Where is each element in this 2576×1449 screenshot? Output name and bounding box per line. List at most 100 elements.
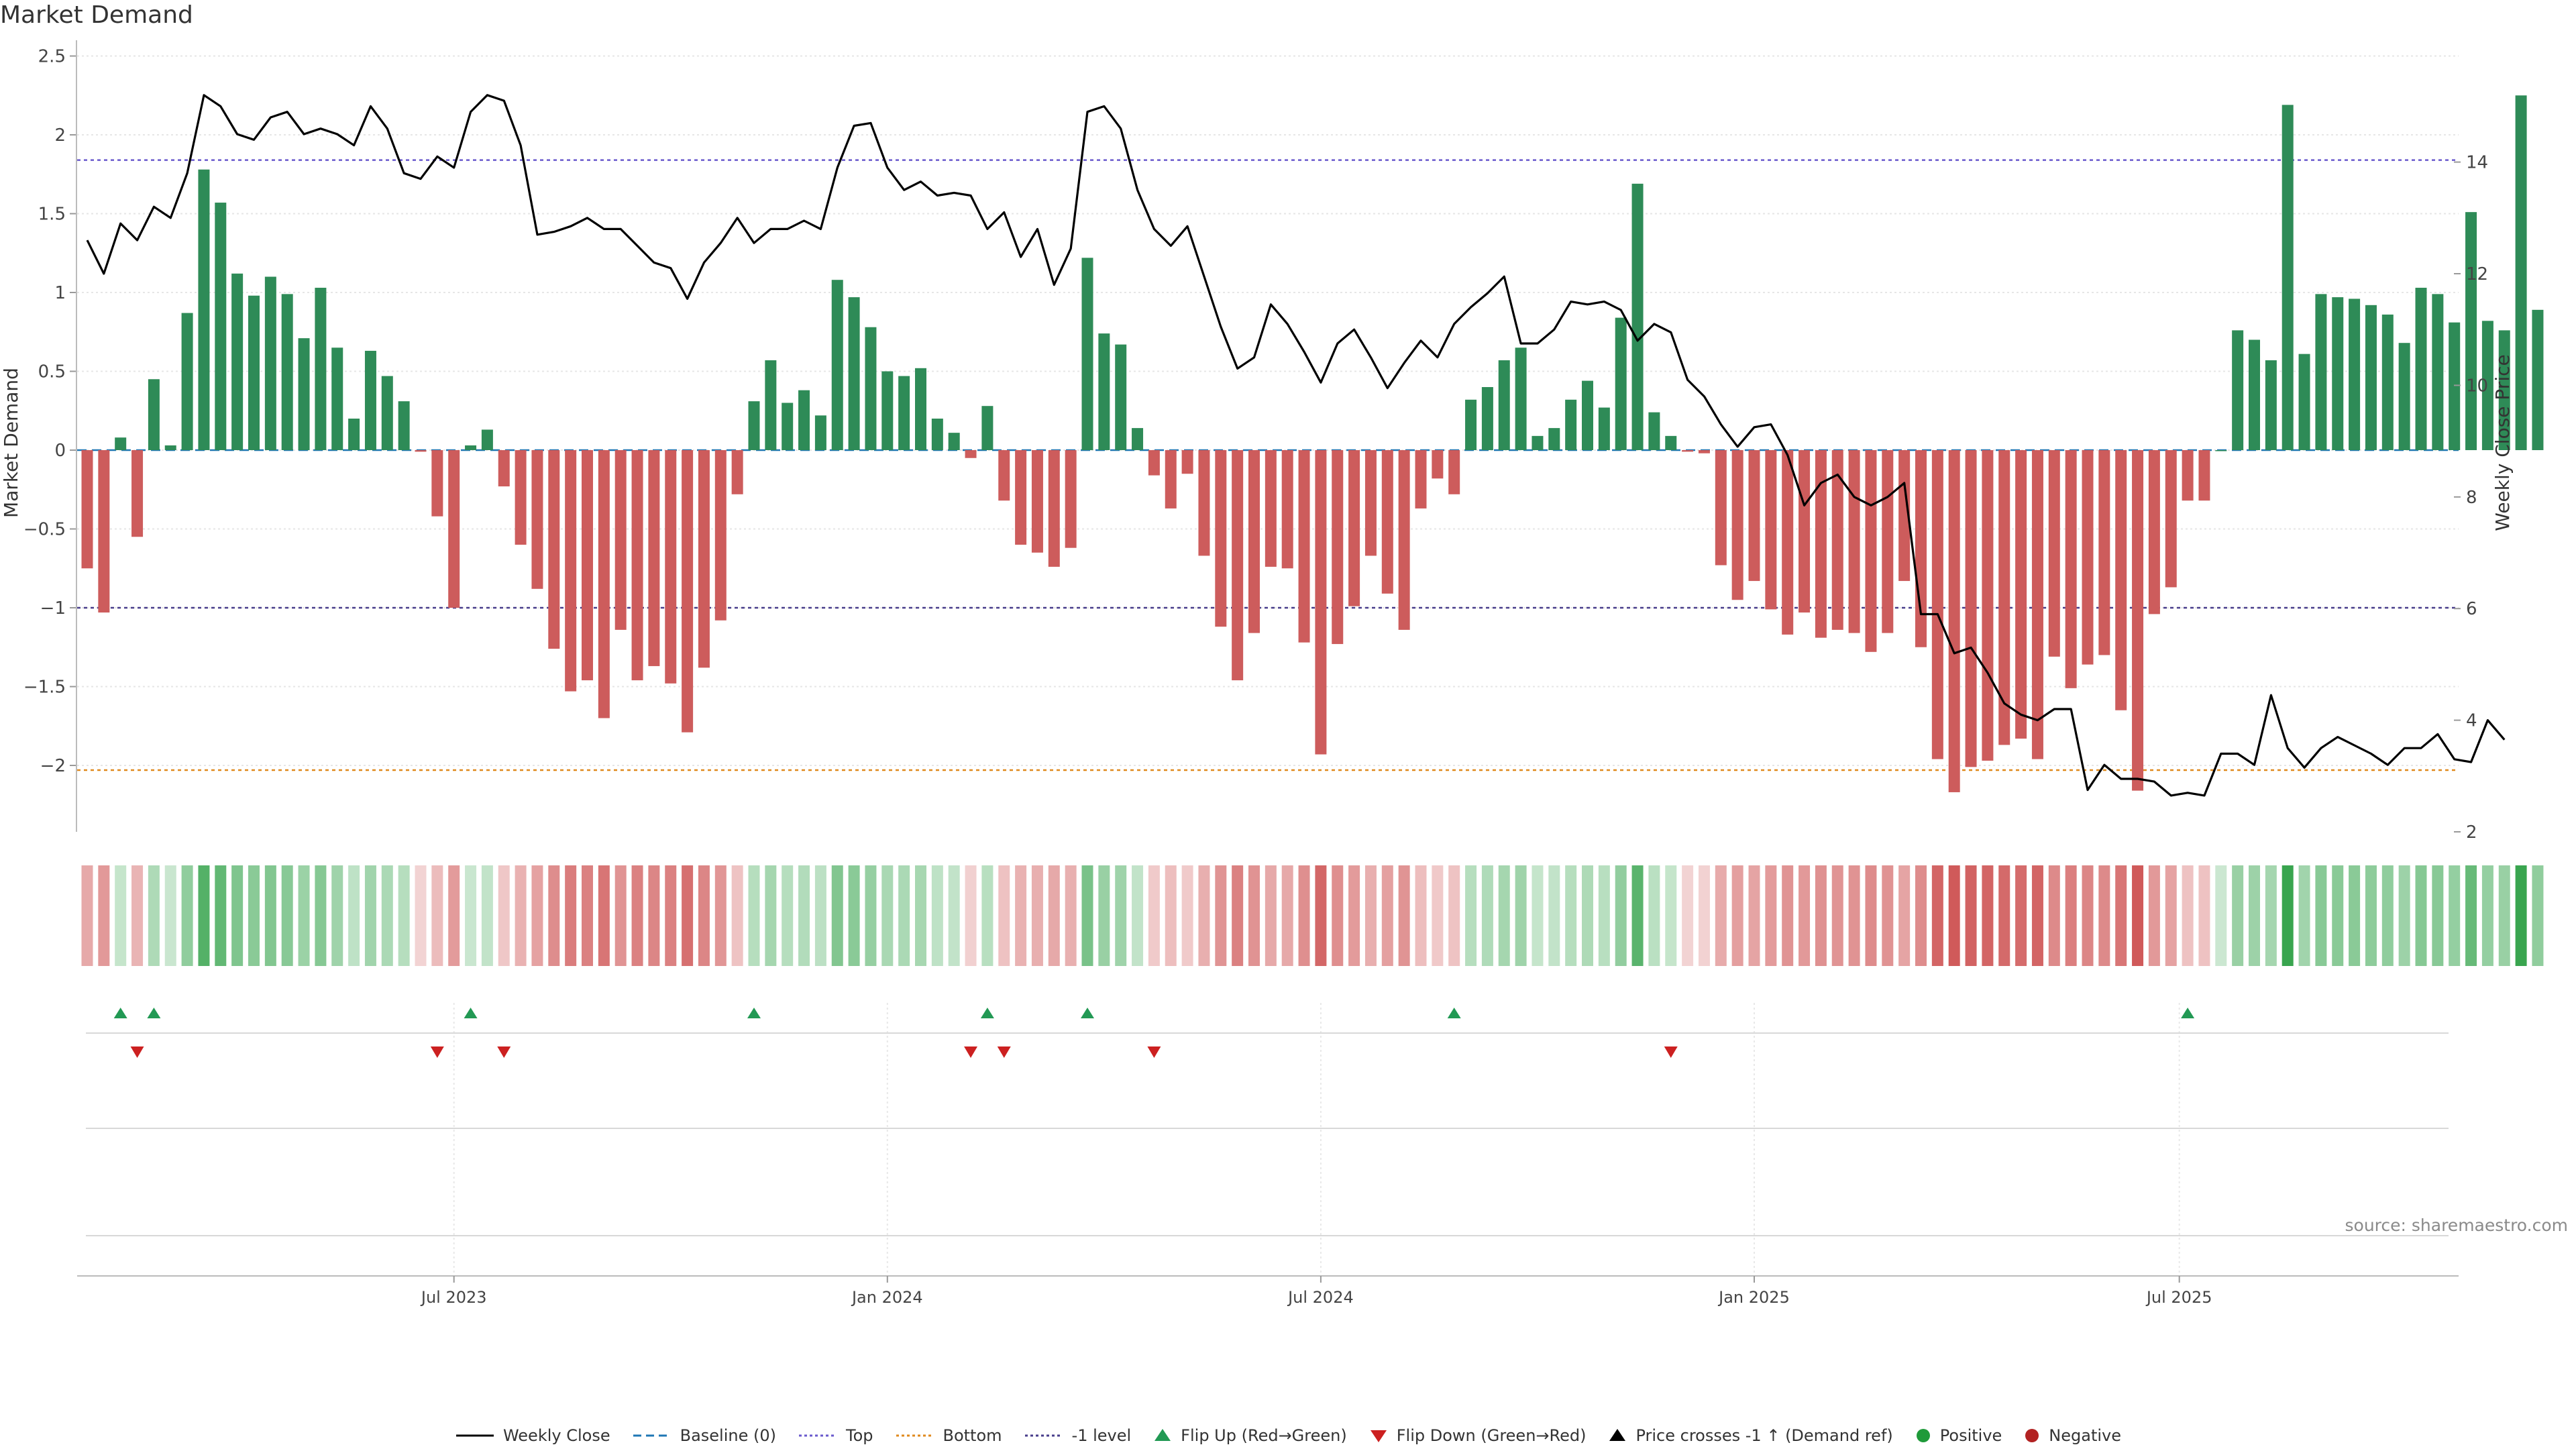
heat-cell [465, 865, 477, 966]
flip-up-marker [747, 1008, 761, 1018]
x-tick-label: Jul 2024 [1287, 1288, 1354, 1307]
lower-panels [86, 1032, 2449, 1236]
legend-label: Flip Down (Green→Red) [1396, 1426, 1587, 1445]
heat-cell [1465, 865, 1477, 966]
flip-up-icon [1155, 1429, 1171, 1441]
heat-cell [1682, 865, 1694, 966]
heat-cell [598, 865, 610, 966]
demand-bar [1582, 380, 1593, 450]
heat-cell [2015, 865, 2027, 966]
demand-bar [1565, 399, 1577, 450]
heat-cell [1648, 865, 1660, 966]
heat-cell [98, 865, 110, 966]
demand-bar [2298, 354, 2310, 450]
demand-bar [1665, 435, 1677, 450]
heat-cell [1448, 865, 1460, 966]
demand-bar [1799, 450, 1811, 613]
flip-down-marker [497, 1046, 511, 1058]
heat-cell [1381, 865, 1393, 966]
heat-cell [164, 865, 176, 966]
legend-label: Flip Up (Red→Green) [1181, 1426, 1347, 1445]
demand-bar [2082, 450, 2094, 665]
y2-tick-label: 8 [2466, 488, 2477, 508]
demand-bar [848, 297, 860, 450]
demand-bar [81, 450, 93, 569]
legend-item-price-cross: Price crosses -1 ↑ (Demand ref) [1607, 1426, 1893, 1445]
heat-cell [1298, 865, 1310, 966]
heat-cell [331, 865, 343, 966]
heat-cell [1731, 865, 1743, 966]
demand-bar [2048, 450, 2060, 657]
demand-bar [281, 294, 293, 450]
legend-item-positive: Positive [1915, 1426, 2002, 1445]
y2-tick-label: 14 [2466, 153, 2488, 173]
demand-bar [2498, 330, 2510, 450]
reference-lines [77, 159, 2459, 771]
heat-cell [665, 865, 677, 966]
demand-bar [931, 419, 943, 450]
heat-cell [2365, 865, 2377, 966]
y-tick-label: −1 [40, 598, 66, 619]
heat-cell [1548, 865, 1560, 966]
demand-bar [1831, 450, 1843, 630]
weekly-close-line-group [86, 94, 2506, 797]
heat-cell [1015, 865, 1027, 966]
demand-bar [1248, 450, 1260, 633]
heat-cell [1532, 865, 1544, 966]
demand-bar [1782, 450, 1794, 635]
heat-cell [1848, 865, 1860, 966]
heat-cell [965, 865, 977, 966]
heat-cell [431, 865, 443, 966]
demand-bar [415, 450, 427, 452]
heat-cell [1415, 865, 1427, 966]
heat-cell [1048, 865, 1060, 966]
heat-cell [1265, 865, 1277, 966]
flip-up-marker [113, 1008, 127, 1018]
heat-cell [1081, 865, 1093, 966]
demand-bar [531, 450, 543, 589]
demand-bar [598, 450, 610, 718]
demand-bar [1098, 333, 1110, 450]
demand-bar [2415, 287, 2427, 450]
legend-label: Negative [2049, 1426, 2122, 1445]
demand-bar [2315, 294, 2327, 450]
heat-cell [1432, 865, 1444, 966]
heat-cell [2465, 865, 2477, 966]
heat-cell [2415, 865, 2427, 966]
negative-dot-icon [2025, 1429, 2039, 1442]
heat-cell [1398, 865, 1410, 966]
demand-bar [1298, 450, 1310, 643]
bottom-swatch [896, 1434, 934, 1437]
heat-cell [948, 865, 960, 966]
chart-title: Market Demand [0, 1, 193, 29]
x-tick-label: Jan 2024 [851, 1288, 923, 1307]
heat-cell [198, 865, 210, 966]
heat-cell [2148, 865, 2160, 966]
legend-item-top: Top [798, 1426, 873, 1445]
flip-down-marker [1147, 1046, 1161, 1058]
demand-bar [631, 450, 643, 681]
heat-cell [1831, 865, 1843, 966]
heat-cell [1631, 865, 1644, 966]
demand-bar [2115, 450, 2127, 710]
demand-bar [2332, 297, 2344, 450]
demand-bar [798, 390, 810, 450]
demand-bar [731, 450, 743, 494]
left-axis: −2 −1.5 −1 −0.5 0 0.5 1 1.5 2 2.5 [23, 40, 77, 832]
demand-bar [465, 445, 477, 450]
heat-cell [1031, 865, 1043, 966]
heat-cell [131, 865, 144, 966]
heat-cell [2082, 865, 2094, 966]
demand-bar [1898, 450, 1911, 582]
demand-bar [1865, 450, 1877, 652]
demand-bar [2215, 450, 2227, 451]
flip-up-marker [464, 1008, 478, 1018]
demand-bar [682, 450, 694, 733]
heat-cell [2215, 865, 2227, 966]
demand-bar [1215, 450, 1227, 627]
heat-cell [1931, 865, 1943, 966]
demand-bar [1015, 450, 1027, 545]
heat-cell [115, 865, 127, 966]
flip-down-marker [997, 1046, 1011, 1058]
flip-up-marker [2181, 1008, 2195, 1018]
